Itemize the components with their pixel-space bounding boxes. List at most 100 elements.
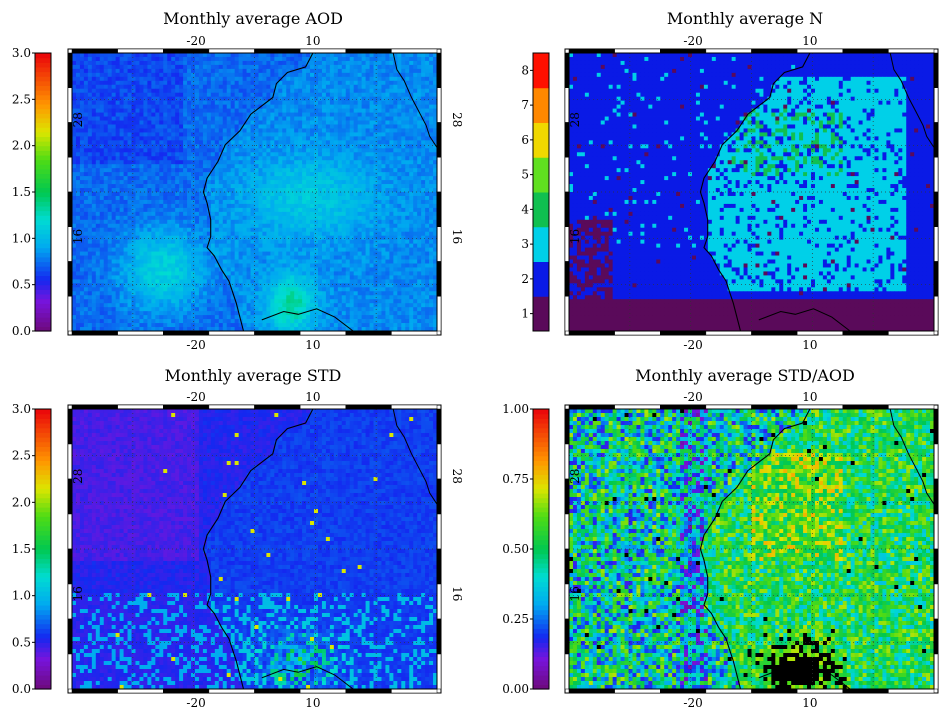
heatmap-cell: [87, 92, 93, 98]
heatmap-cell: [337, 164, 343, 169]
heatmap-cell: [329, 227, 335, 233]
heatmap-cell: [302, 84, 307, 90]
heatmap-cell: [159, 243, 164, 248]
heatmap-cell: [87, 80, 93, 86]
heatmap-cell: [262, 231, 267, 237]
heatmap-cell: [278, 100, 283, 106]
heatmap-cell: [230, 180, 236, 185]
heatmap-cell: [123, 207, 128, 213]
heatmap-cell: [349, 203, 355, 209]
heatmap-cell: [179, 199, 184, 205]
heatmap-cell: [381, 140, 386, 145]
heatmap-cell: [337, 195, 343, 201]
heatmap-cell: [310, 172, 315, 177]
heatmap-cell: [115, 160, 121, 165]
heatmap-cell: [206, 184, 212, 189]
heatmap-cell: [143, 76, 148, 82]
heatmap-cell: [103, 96, 109, 102]
heatmap-cell: [294, 231, 299, 237]
heatmap-cell: [226, 223, 232, 229]
heatmap-cell: [139, 203, 144, 209]
heatmap-cell: [381, 128, 386, 133]
colorbar-swatch: [35, 326, 51, 332]
heatmap-cell: [234, 96, 240, 102]
heatmap-cell: [95, 231, 101, 237]
heatmap-cell: [357, 104, 363, 109]
heatmap-cell: [123, 104, 128, 109]
heatmap-cell: [210, 195, 216, 201]
heatmap-cell: [345, 188, 351, 193]
heatmap-cell: [103, 207, 109, 213]
heatmap-cell: [187, 188, 192, 193]
heatmap-cell: [385, 223, 390, 229]
heatmap-cell: [202, 156, 208, 161]
heatmap-cell: [242, 184, 247, 189]
heatmap-cell: [365, 251, 370, 256]
heatmap-cell: [194, 235, 200, 241]
heatmap-cell: [99, 128, 105, 133]
heatmap-cell: [389, 80, 394, 86]
heatmap-cell: [75, 251, 81, 256]
heatmap-cell: [175, 219, 180, 225]
heatmap-cell: [135, 223, 140, 229]
heatmap-cell: [143, 219, 148, 225]
heatmap-cell: [329, 88, 335, 94]
heatmap-cell: [270, 100, 275, 106]
heatmap-cell: [115, 108, 121, 113]
heatmap-cell: [425, 84, 430, 90]
heatmap-cell: [389, 116, 394, 121]
heatmap-cell: [401, 60, 406, 66]
heatmap-cell: [429, 108, 434, 113]
heatmap-cell: [266, 80, 271, 86]
colorbar-swatch: [35, 94, 51, 100]
heatmap-cell: [103, 188, 109, 193]
heatmap-cell: [230, 192, 236, 197]
heatmap-cell: [337, 251, 343, 256]
heatmap-cell: [159, 263, 164, 268]
heatmap-cell: [79, 72, 85, 78]
heatmap-cell: [270, 192, 275, 197]
heatmap-cell: [345, 88, 351, 94]
heatmap-cell: [187, 243, 192, 248]
heatmap-cell: [75, 76, 81, 82]
heatmap-cell: [329, 64, 335, 70]
heatmap-cell: [317, 203, 323, 209]
heatmap-cell: [119, 223, 124, 229]
heatmap-cell: [270, 136, 275, 141]
heatmap-cell: [290, 231, 295, 237]
heatmap-cell: [369, 60, 374, 66]
heatmap-cell: [103, 84, 109, 90]
heatmap-cell: [254, 148, 259, 153]
heatmap-cell: [270, 211, 275, 217]
heatmap-cell: [365, 223, 370, 229]
heatmap-cell: [369, 168, 374, 173]
heatmap-cell: [183, 120, 188, 125]
heatmap-cell: [163, 251, 168, 256]
heatmap-cell: [381, 211, 386, 217]
heatmap-cell: [314, 112, 319, 117]
heatmap-cell: [238, 120, 243, 125]
heatmap-cell: [246, 53, 251, 58]
heatmap-cell: [198, 199, 204, 205]
heatmap-cell: [286, 160, 291, 165]
heatmap-cell: [175, 168, 180, 173]
heatmap-cell: [337, 231, 343, 237]
heatmap-cell: [103, 239, 109, 245]
heatmap-cell: [405, 80, 410, 86]
heatmap-cell: [409, 108, 414, 113]
heatmap-cell: [278, 96, 283, 102]
heatmap-cell: [75, 132, 81, 137]
heatmap-cell: [377, 80, 382, 86]
heatmap-cell: [179, 92, 184, 98]
heatmap-cell: [179, 195, 184, 201]
heatmap-cell: [159, 203, 164, 209]
heatmap-cell: [194, 116, 200, 121]
heatmap-cell: [187, 100, 192, 106]
heatmap-cell: [369, 223, 374, 229]
heatmap-cell: [365, 124, 370, 129]
heatmap-cell: [389, 120, 394, 125]
heatmap-cell: [310, 156, 315, 161]
heatmap-cell: [421, 207, 426, 213]
heatmap-cell: [421, 140, 426, 145]
heatmap-cell: [298, 96, 303, 102]
